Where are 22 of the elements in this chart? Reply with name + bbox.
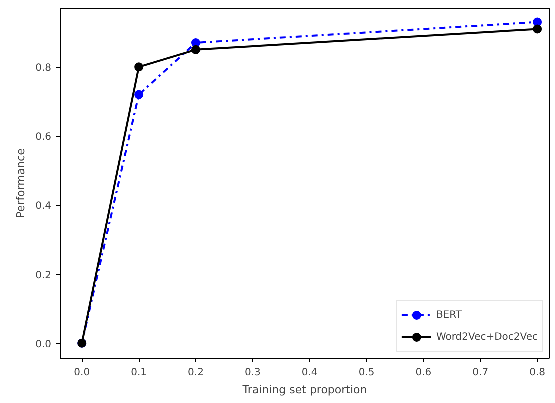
y-tick-label: 0.2 <box>36 270 52 282</box>
legend-label: BERT <box>436 310 462 320</box>
x-tick-label: 0.0 <box>74 368 90 378</box>
point <box>191 45 200 54</box>
y-tick-label: 0.8 <box>36 63 52 74</box>
x-tick-label: 0.6 <box>416 368 432 378</box>
x-tick-label: 0.4 <box>302 368 318 378</box>
x-axis-title: Training set proportion <box>242 384 368 396</box>
x-tick-label: 0.8 <box>530 368 546 378</box>
x-tick-label: 0.3 <box>244 368 261 378</box>
point <box>134 62 144 72</box>
point <box>134 90 144 100</box>
x-tick-label: 0.1 <box>131 368 148 378</box>
y-tick-label: 0.4 <box>36 201 52 212</box>
x-tick-label: 0.5 <box>358 368 375 378</box>
y-tick-label: 0.6 <box>36 132 52 144</box>
y-axis-title: Performance <box>14 148 28 218</box>
legend-label: Word2Vec+Doc2Vec <box>436 332 538 342</box>
x-tick-label: 0.7 <box>472 368 489 378</box>
point <box>533 24 542 34</box>
x-tick-label: 0.2 <box>188 368 204 378</box>
y-tick-label: 0.0 <box>36 339 52 350</box>
